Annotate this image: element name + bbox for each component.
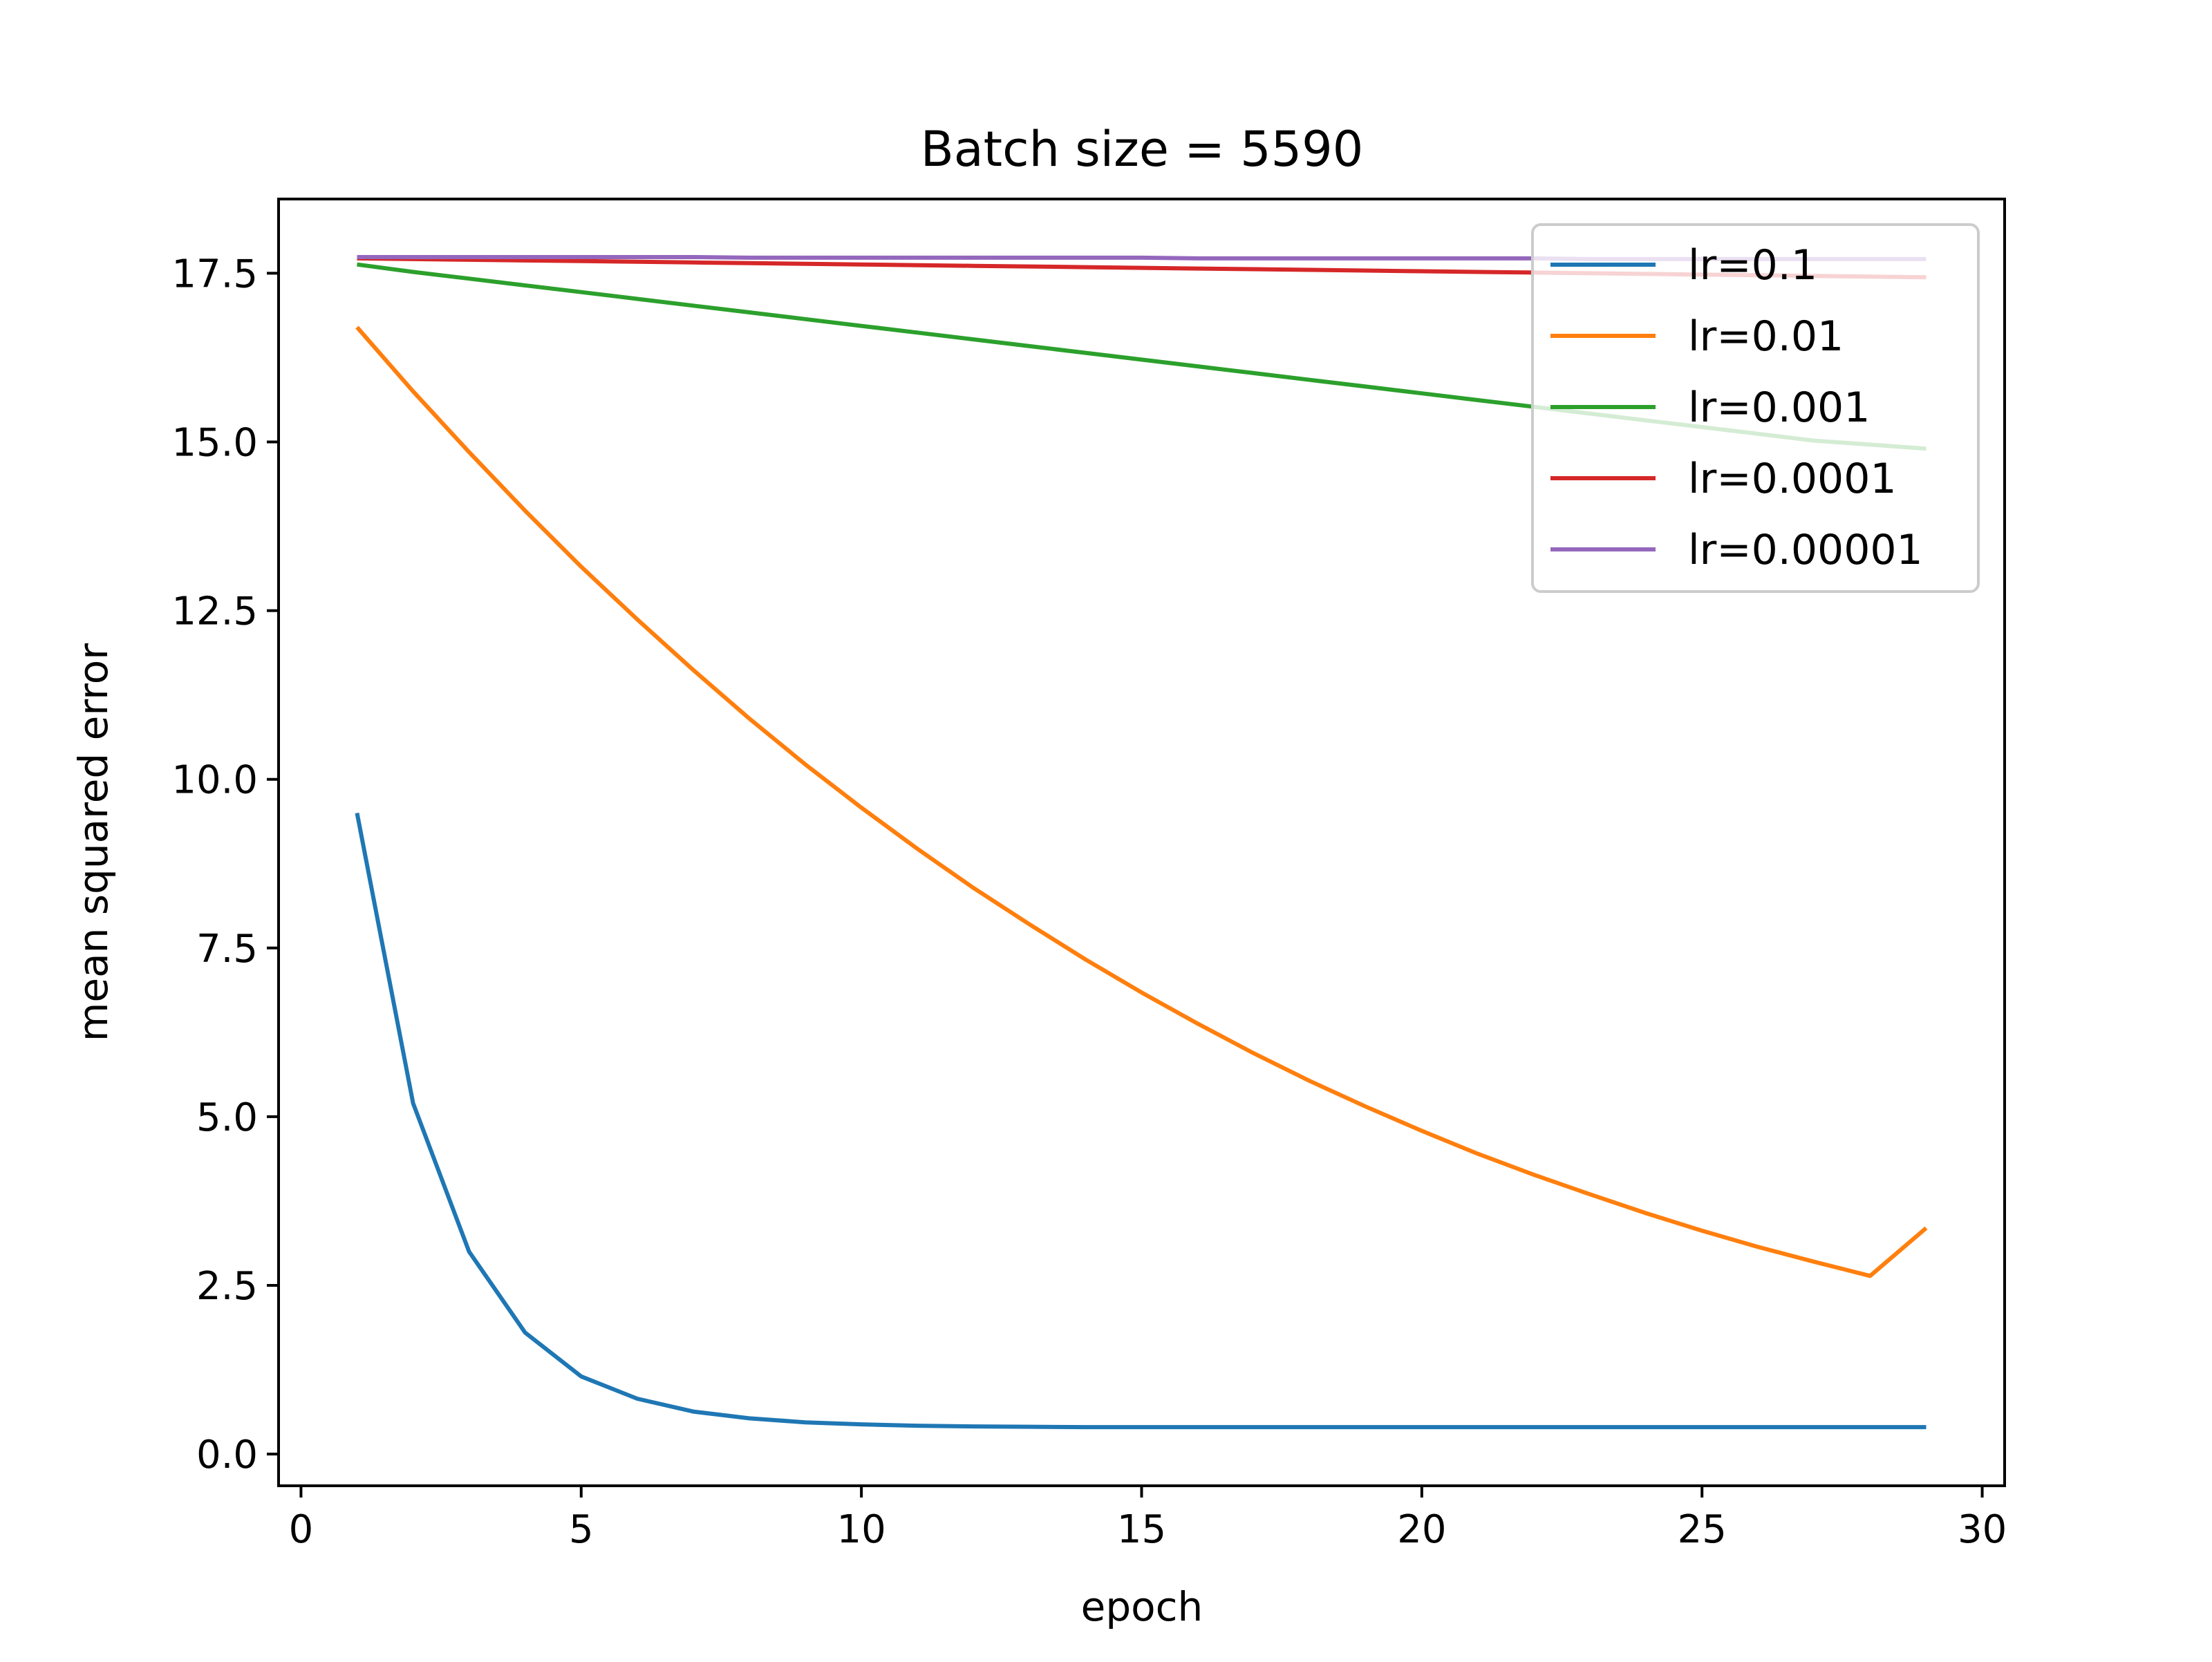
y-tick-label: 15.0: [171, 421, 258, 466]
chart-title: Batch size = 5590: [921, 121, 1364, 178]
series-layer: [355, 255, 1928, 1430]
legend-label-3: lr=0.0001: [1688, 455, 1897, 503]
x-axis: 0 5 10 15 20 25 30: [289, 1486, 2007, 1552]
x-tick-label: 30: [1958, 1507, 2007, 1552]
legend: lr=0.1 lr=0.01 lr=0.001 lr=0.0001 lr=0.00001: [1531, 223, 1980, 593]
y-tick-label: 0.0: [196, 1433, 258, 1477]
legend-label-1: lr=0.01: [1688, 312, 1844, 361]
y-tick-label: 5.0: [196, 1095, 258, 1140]
legend-box: [1531, 223, 1980, 593]
legend-label-4: lr=0.00001: [1688, 526, 1923, 574]
series-line-0: [355, 812, 1927, 1430]
x-axis-label: epoch: [1081, 1583, 1203, 1630]
y-tick-label: 12.5: [171, 589, 258, 634]
x-tick-label: 25: [1678, 1507, 1727, 1552]
y-tick-label: 7.5: [196, 927, 258, 972]
legend-label-0: lr=0.1: [1688, 241, 1817, 290]
y-axis-label: mean squared error: [70, 643, 117, 1041]
y-axis: 0.0 2.5 5.0 7.5 10.0 12.5 15.0 17.5: [171, 252, 279, 1477]
y-tick-label: 17.5: [171, 252, 258, 296]
series-line-1: [355, 325, 1928, 1278]
legend-label-2: lr=0.001: [1688, 384, 1870, 432]
x-tick-label: 15: [1117, 1507, 1166, 1552]
y-tick-label: 10.0: [171, 758, 258, 803]
x-tick-label: 0: [289, 1507, 314, 1552]
x-tick-label: 20: [1397, 1507, 1446, 1552]
x-tick-label: 10: [837, 1507, 886, 1552]
y-tick-label: 2.5: [196, 1264, 258, 1309]
x-tick-label: 5: [569, 1507, 594, 1552]
